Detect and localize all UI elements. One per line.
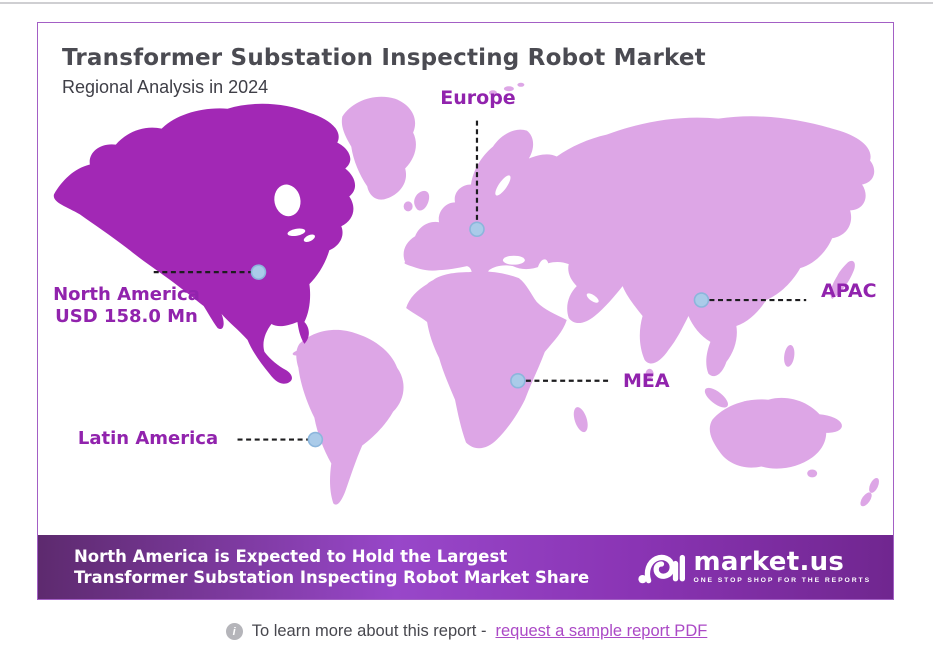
region-label-latin-america: Latin America bbox=[77, 428, 219, 449]
continent-south-america bbox=[296, 329, 404, 505]
logo-text: market.us bbox=[693, 547, 845, 578]
continent-africa bbox=[406, 271, 567, 449]
banner-headline: North America is Expected to Hold the La… bbox=[74, 546, 589, 588]
banner-headline-line1: North America is Expected to Hold the La… bbox=[74, 547, 508, 566]
world-map bbox=[53, 82, 879, 507]
region-label-apac: APAC bbox=[821, 280, 877, 302]
market-us-logo-icon bbox=[637, 554, 685, 584]
info-icon: i bbox=[225, 623, 243, 640]
sample-report-link[interactable]: request a sample report PDF bbox=[495, 622, 708, 640]
logo-tagline: ONE STOP SHOP FOR THE REPORTS bbox=[693, 577, 871, 585]
marker-apac bbox=[693, 292, 710, 308]
inland-seas bbox=[274, 175, 599, 303]
continent-north-america bbox=[53, 103, 356, 384]
region-label-north-america-name: North America bbox=[53, 284, 200, 305]
region-label-europe: Europe bbox=[440, 87, 516, 109]
page-subtitle: Regional Analysis in 2024 bbox=[62, 77, 269, 97]
continent-australia bbox=[709, 397, 827, 469]
markers bbox=[250, 221, 710, 448]
footer-text: To learn more about this report - bbox=[251, 622, 487, 640]
marker-europe bbox=[469, 221, 485, 238]
page-top-rule bbox=[0, 2, 933, 4]
infographic-card: Transformer Substation Inspecting Robot … bbox=[37, 22, 894, 600]
region-value-north-america: USD 158.0 Mn bbox=[55, 305, 198, 327]
region-label-mea: MEA bbox=[623, 370, 670, 392]
marker-latin-america bbox=[307, 431, 324, 448]
page-title: Transformer Substation Inspecting Robot … bbox=[62, 45, 706, 71]
footer-note: i To learn more about this report - requ… bbox=[0, 622, 933, 641]
leader-lines bbox=[153, 120, 807, 441]
continents-base bbox=[292, 82, 879, 507]
marker-north-america bbox=[250, 264, 267, 280]
market-us-logo: market.us ONE STOP SHOP FOR THE REPORTS bbox=[637, 547, 871, 587]
continent-eurasia bbox=[403, 116, 875, 377]
region-label-north-america: North America USD 158.0 Mn bbox=[44, 284, 209, 327]
banner-headline-line2: Transformer Substation Inspecting Robot … bbox=[74, 568, 590, 587]
marker-mea bbox=[510, 372, 526, 389]
continent-north-america-highlight bbox=[53, 103, 356, 384]
banner: North America is Expected to Hold the La… bbox=[38, 535, 893, 599]
